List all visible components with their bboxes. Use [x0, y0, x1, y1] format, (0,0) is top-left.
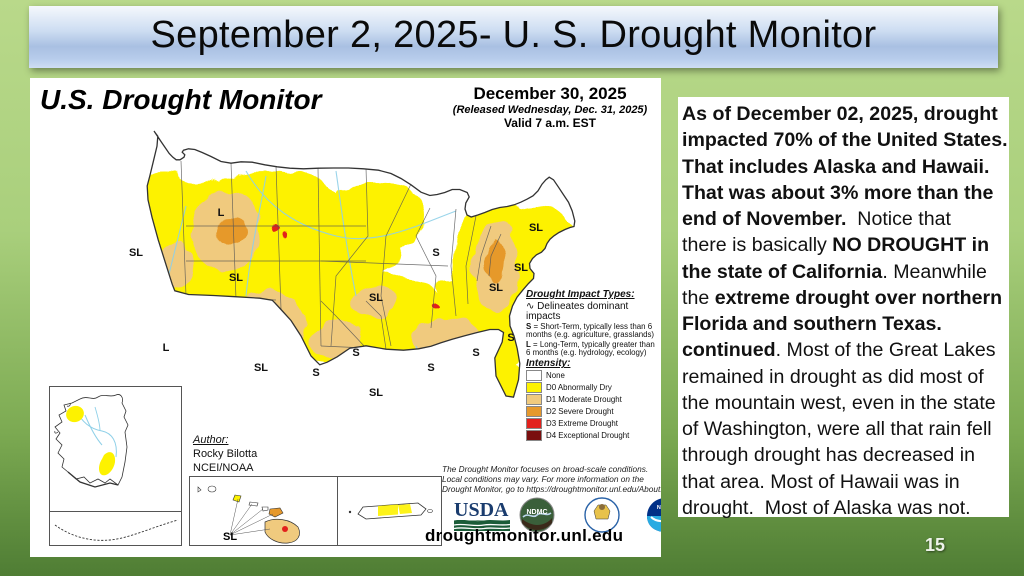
svg-text:SL: SL: [369, 387, 383, 399]
svg-text:SL: SL: [229, 272, 243, 284]
svg-text:S: S: [352, 347, 359, 359]
svg-text:SL: SL: [489, 282, 503, 294]
svg-text:L: L: [218, 207, 225, 219]
svg-text:SL: SL: [369, 292, 383, 304]
svg-text:SL: SL: [223, 531, 237, 543]
svg-text:NDMC: NDMC: [527, 509, 548, 516]
svg-text:SL: SL: [529, 222, 543, 234]
svg-text:S: S: [312, 367, 319, 379]
svg-text:S: S: [427, 362, 434, 374]
svg-text:USDA: USDA: [454, 499, 509, 521]
svg-text:L: L: [163, 342, 170, 354]
svg-text:S: S: [432, 247, 439, 259]
svg-text:SL: SL: [129, 247, 143, 259]
svg-text:SL: SL: [514, 262, 528, 274]
svg-text:SL: SL: [254, 362, 268, 374]
svg-text:S: S: [472, 347, 479, 359]
svg-text:NOAA: NOAA: [657, 505, 661, 511]
